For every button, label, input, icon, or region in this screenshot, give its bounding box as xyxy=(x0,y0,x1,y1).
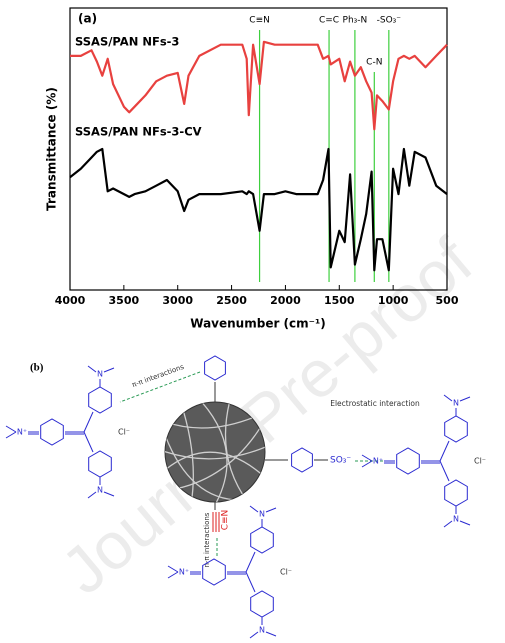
ring xyxy=(250,590,274,618)
bond xyxy=(167,565,179,573)
bond xyxy=(443,394,453,402)
ring xyxy=(396,447,420,475)
interaction-label: π-π interactions xyxy=(131,363,185,389)
ring xyxy=(202,558,226,586)
plot-frame xyxy=(69,7,448,291)
bond xyxy=(103,491,115,497)
bond xyxy=(87,491,97,499)
x-tick-label: 2500 xyxy=(216,294,247,307)
bond xyxy=(265,631,277,637)
x-tick-label: 3000 xyxy=(162,294,193,307)
counter-ion: Cl⁻ xyxy=(280,568,292,577)
bond xyxy=(265,507,277,513)
series-label: SSAS/PAN NFs-3-CV xyxy=(75,125,202,139)
atom-label: N xyxy=(97,486,103,495)
ring xyxy=(444,479,468,507)
ring xyxy=(291,447,313,473)
x-tick-label: 1500 xyxy=(324,294,355,307)
annotation-label: C=C xyxy=(319,16,339,26)
bond xyxy=(361,454,373,462)
ring xyxy=(444,415,468,443)
bond xyxy=(87,365,97,373)
bond xyxy=(103,367,115,373)
annotation-label: C-N xyxy=(366,58,382,68)
bond xyxy=(459,520,471,526)
series-label: SSAS/PAN NFs-3 xyxy=(75,35,179,49)
ring xyxy=(88,450,112,478)
x-tick-label: 4000 xyxy=(55,294,86,307)
spectrum-line xyxy=(70,40,448,131)
x-axis-label: Wavenumber (cm⁻¹) xyxy=(190,317,325,331)
annotation-label: Ph₃-N xyxy=(343,16,368,26)
sulfonate-label: SO₃⁻ xyxy=(330,456,351,466)
bond xyxy=(83,411,94,433)
interaction-label: n-π interactions xyxy=(203,512,211,567)
x-tick-label: 1000 xyxy=(378,294,409,307)
bond xyxy=(439,440,450,462)
spectrum-line xyxy=(69,147,448,272)
x-tick-label: 2000 xyxy=(270,294,301,307)
atom-label: N⁺ xyxy=(17,428,27,437)
ring xyxy=(88,386,112,414)
bond xyxy=(249,505,259,513)
interaction-line xyxy=(119,371,201,403)
ring xyxy=(250,526,274,554)
bond xyxy=(361,460,373,468)
bond xyxy=(5,431,17,439)
atom-label: N⁺ xyxy=(179,568,189,577)
ring xyxy=(204,355,226,381)
atom-label: N xyxy=(259,510,265,519)
interaction-label: Electrostatic interaction xyxy=(330,399,420,408)
annotation-label: -SO₃⁻ xyxy=(377,16,402,26)
bond xyxy=(167,571,179,579)
ring xyxy=(40,418,64,446)
atom-label: N xyxy=(259,626,265,635)
bond xyxy=(439,460,450,482)
bond xyxy=(245,551,256,573)
panel-label: (a) xyxy=(78,12,97,26)
bond xyxy=(83,431,94,453)
atom-label: N⁺ xyxy=(373,457,383,466)
y-axis-label: Transmittance (%) xyxy=(45,87,59,211)
bond xyxy=(443,520,453,528)
x-tick-label: 500 xyxy=(436,294,459,307)
cyano-label: C≡N xyxy=(221,510,231,531)
bond xyxy=(5,425,17,433)
x-tick-label: 3500 xyxy=(109,294,140,307)
atom-label: N xyxy=(453,399,459,408)
counter-ion: Cl⁻ xyxy=(118,428,130,437)
atom-label: N xyxy=(453,515,459,524)
annotation-label: C≡N xyxy=(249,16,270,26)
counter-ion: Cl⁻ xyxy=(474,457,486,466)
bond xyxy=(459,396,471,402)
panel-label: (b) xyxy=(30,362,44,374)
atom-label: N xyxy=(97,370,103,379)
bond xyxy=(245,571,256,593)
bond xyxy=(249,631,259,639)
